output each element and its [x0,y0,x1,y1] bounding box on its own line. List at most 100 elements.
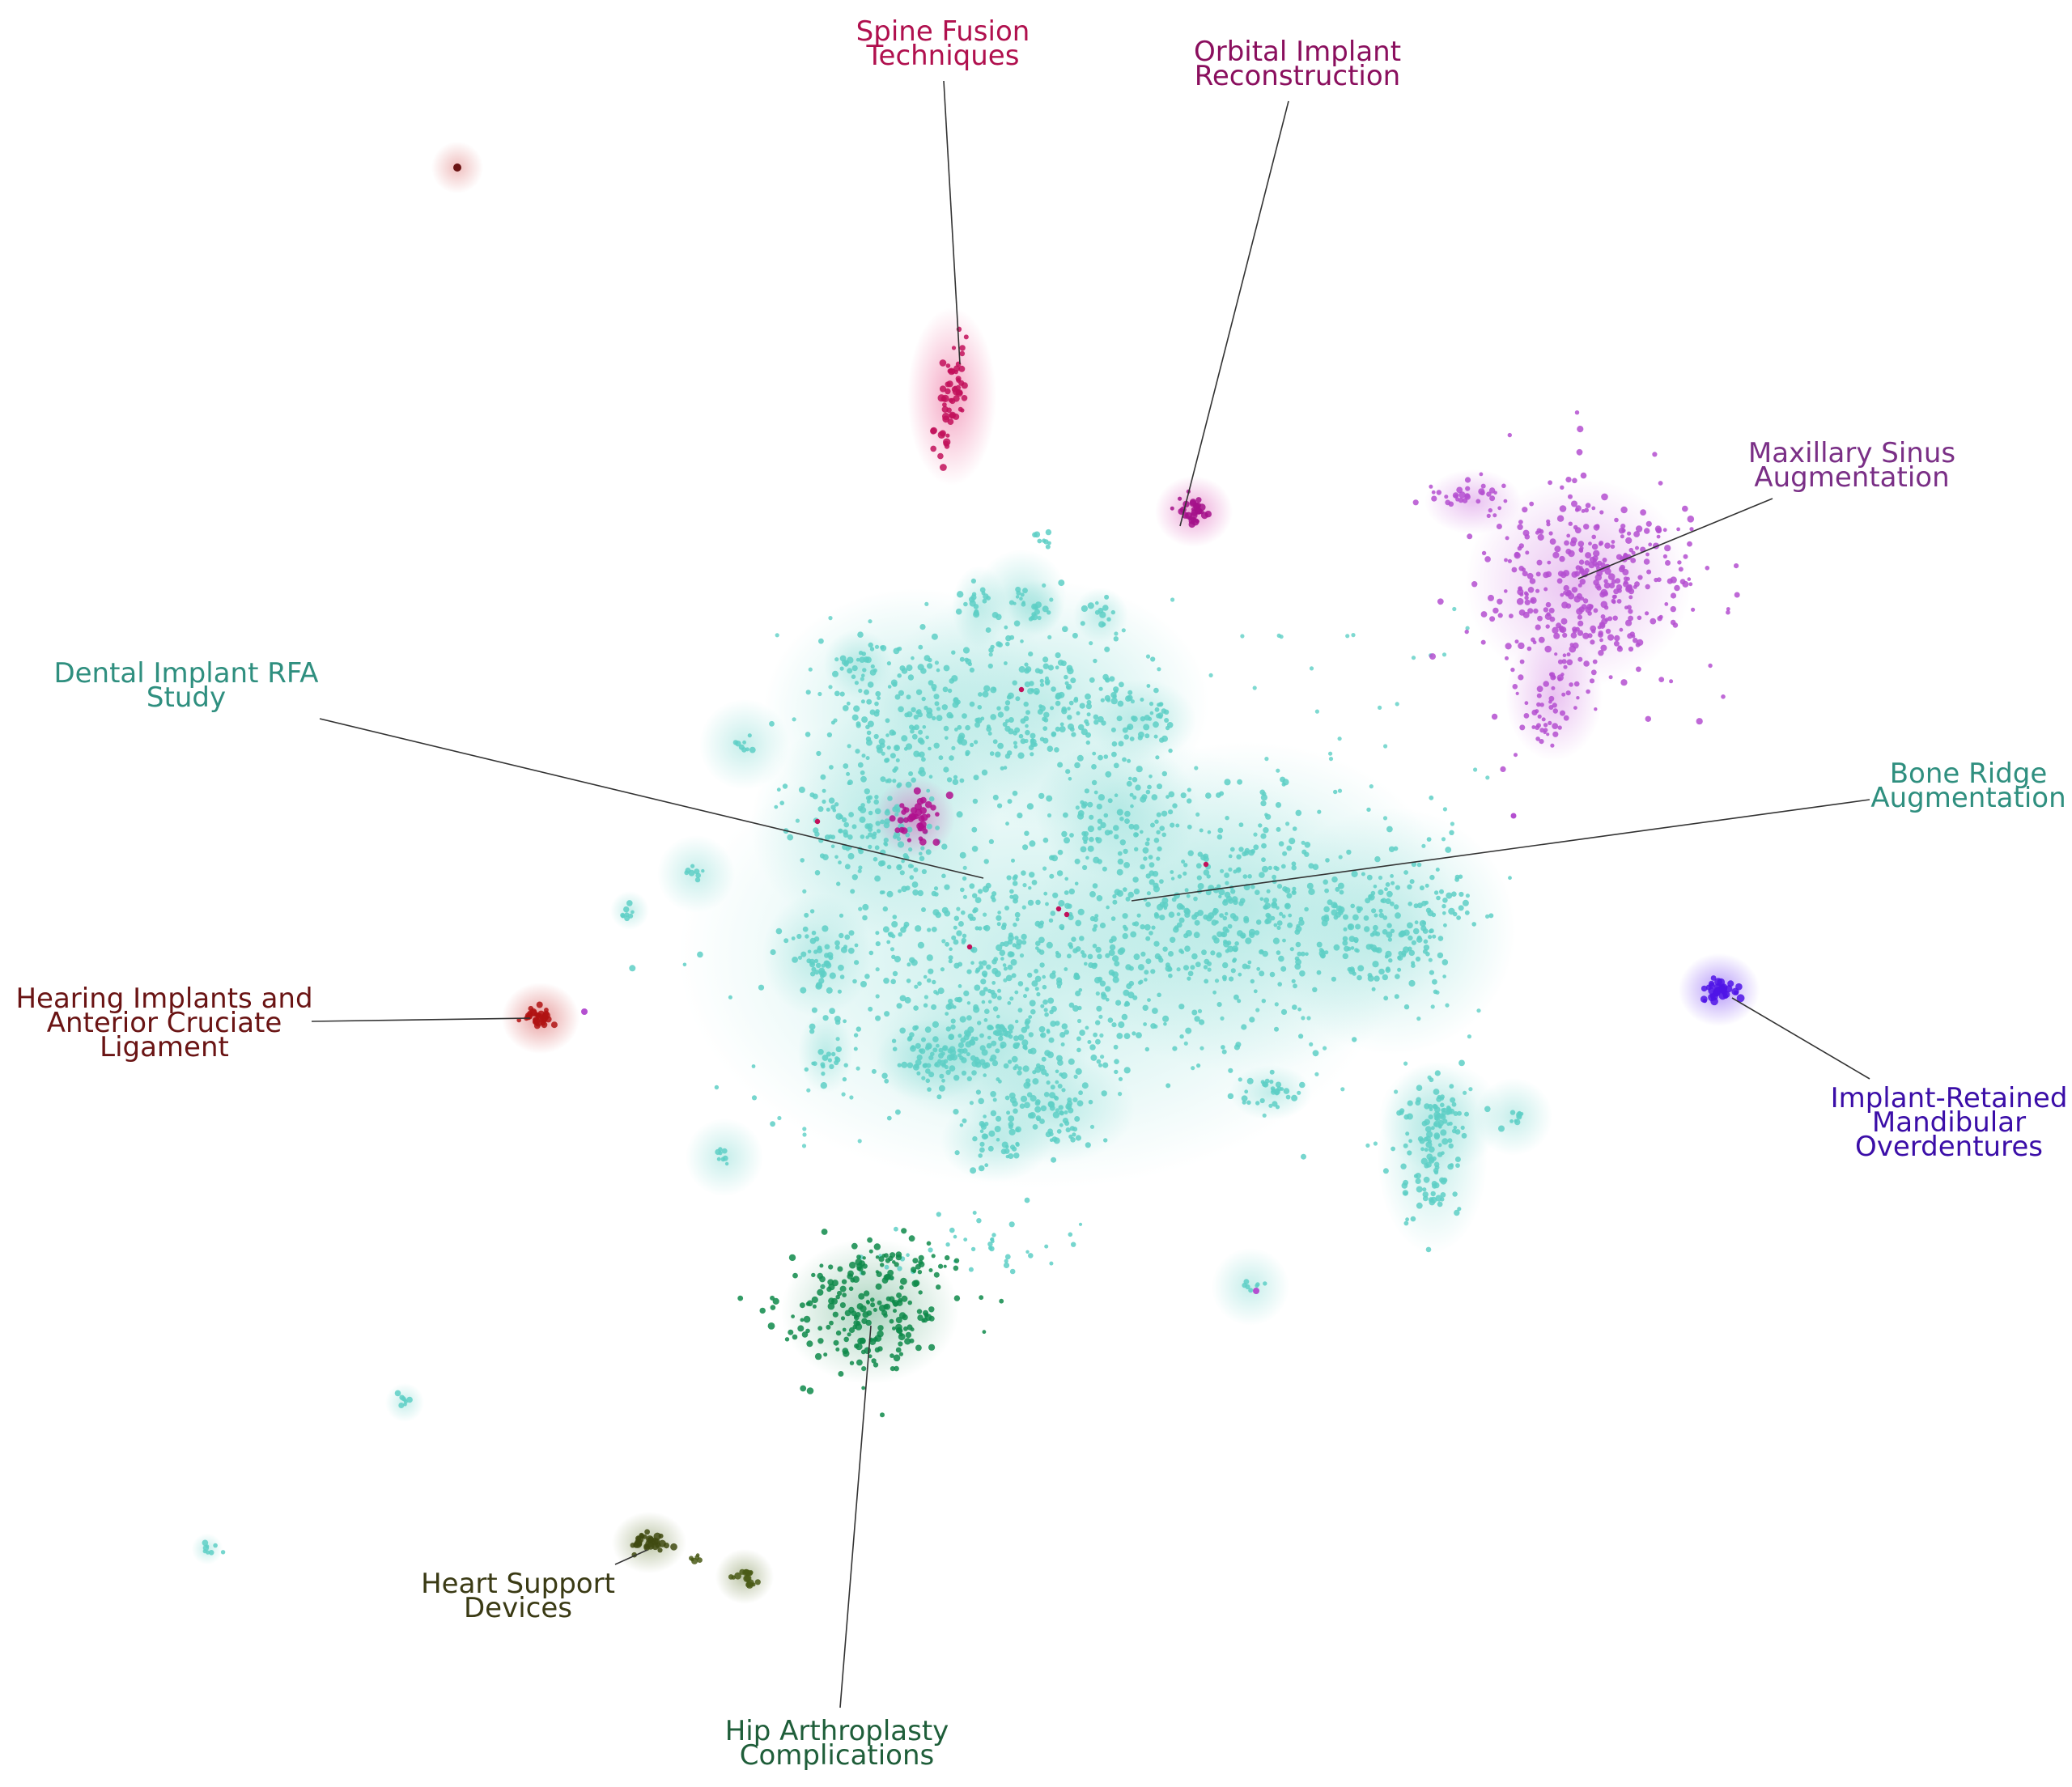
maxillary-point [1518,543,1525,549]
magenta-point [930,804,936,811]
teal-point [829,765,834,770]
teal-halo [876,1019,986,1101]
maxillary-point [1608,675,1613,680]
hip-point [860,1349,866,1355]
teal-point [1403,1143,1408,1148]
hip-point [848,1326,856,1334]
teal-point [1408,935,1413,941]
hip-point [873,1243,881,1250]
magenta-point [902,806,907,811]
spine-point [961,382,968,389]
teal-point [1357,965,1365,972]
magenta-point [919,838,927,846]
teal-point [1205,792,1212,799]
maxillary-point [1678,567,1684,572]
teal-point [892,768,898,773]
hip-point [892,1326,896,1331]
teal-point [1445,847,1452,853]
teal-point [1228,867,1233,872]
teal-point [1044,678,1051,685]
teal-point [1094,977,1102,984]
maxillary-point [1539,702,1544,707]
hip-point [883,1253,889,1259]
teal-point [1004,705,1010,711]
teal-point [1077,908,1085,915]
teal-point [945,1069,951,1076]
teal-point [928,775,933,779]
teal-point [978,692,983,697]
heart-point [658,1539,666,1547]
teal-point [1432,978,1437,985]
teal-point [1039,962,1045,968]
hip-point [827,1302,835,1310]
maxillary-point [1636,666,1641,673]
teal-point [1397,955,1403,961]
maxillary-point [1561,601,1569,609]
maxillary-point [1471,581,1478,588]
teal-point [1246,1100,1251,1106]
teal-point [1157,955,1162,961]
hip-point [894,1365,899,1372]
teal-point [1022,883,1027,888]
maxillary-point [1560,673,1565,677]
teal-point [882,926,890,933]
hip-point [823,1352,828,1357]
teal-point [701,868,705,873]
maxillary-point [1612,615,1618,621]
teal-point [1014,990,1019,995]
teal-point [1005,641,1010,647]
teal-point [873,831,877,836]
teal-point [932,687,936,692]
teal-point [919,851,923,856]
teal-point [1058,900,1065,907]
teal-point [830,844,835,849]
maxillary-point [1612,594,1617,599]
teal-point [919,751,925,758]
maxillary-point [1633,584,1637,589]
teal-point [1465,894,1470,898]
teal-point [1064,902,1071,910]
maxillary-point [1536,528,1542,533]
teal-point [1446,1122,1450,1127]
teal-point [1021,940,1027,945]
teal-point [1159,879,1164,884]
teal-point [1049,1009,1054,1015]
maxillary-point [1591,534,1596,540]
maxillary-point [1625,619,1633,626]
teal-point [1175,823,1180,828]
teal-point [1127,690,1133,695]
teal-point [1458,1059,1465,1067]
teal-point [1068,700,1074,706]
teal-point [1331,902,1338,909]
teal-point [1443,923,1447,927]
teal-point [928,796,935,802]
maxillary-point [1616,599,1622,604]
teal-point [988,1130,996,1137]
teal-point [1264,919,1270,925]
maxillary-point [1572,642,1579,649]
teal-point [899,665,906,672]
teal-point [862,668,867,673]
maxillary-point [1559,626,1565,633]
hip-point [901,1228,907,1234]
teal-point [1098,1014,1103,1019]
teal-point [1423,939,1429,944]
teal-point [916,709,922,715]
maxillary-point [1518,642,1525,650]
speck-point [1064,911,1070,918]
hip-point [759,1307,766,1314]
teal-point [1144,1046,1150,1052]
teal-point [1454,877,1459,882]
maxillary-point [1571,587,1578,593]
teal-point [1191,1066,1195,1071]
teal-point [881,1072,888,1079]
teal-point [1012,680,1017,686]
hip-point [851,1242,858,1250]
teal-point [1180,950,1185,954]
teal-point [1100,698,1105,702]
teal-point [1325,858,1330,863]
teal-point [1043,891,1048,896]
teal-point [1176,967,1181,972]
teal-point [987,1035,991,1040]
teal-point [1274,1026,1279,1032]
